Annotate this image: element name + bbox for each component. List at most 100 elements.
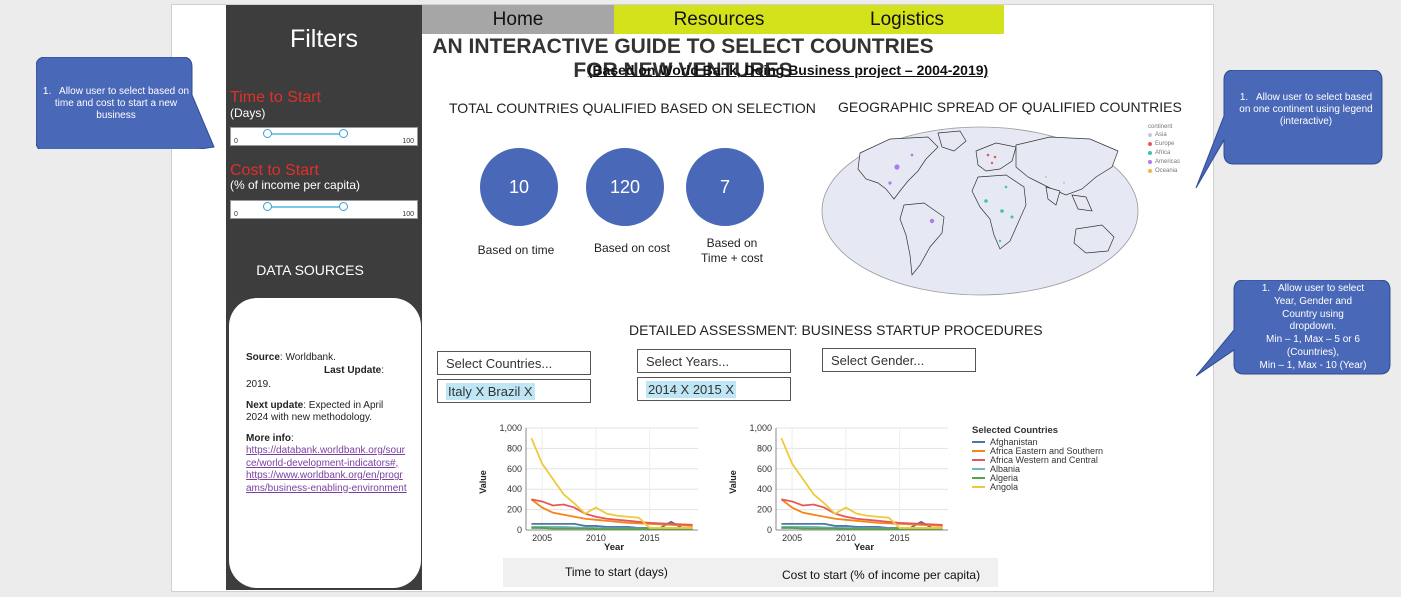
- time-slider-track: [267, 133, 342, 135]
- legend-asia[interactable]: Asia: [1148, 130, 1180, 139]
- count-cost-label: Based on cost: [593, 241, 671, 255]
- callout-dropdowns: [1196, 280, 1391, 377]
- legend-item-algeria: Algeria: [972, 473, 1103, 483]
- cost-chart-y-tick: 400: [757, 484, 772, 494]
- data-sources-text: Source: Worldbank. Last Update: 2019. Ne…: [246, 352, 407, 494]
- map-points: [888, 153, 1066, 243]
- count-both-circle: 7: [686, 148, 764, 226]
- time-slider-min-label: 0: [234, 138, 238, 145]
- time-chart-series-1: [530, 498, 693, 527]
- geo-title: GEOGRAPHIC SPREAD OF QUALIFIED COUNTRIES: [838, 99, 1182, 115]
- nav-logistics[interactable]: Logistics: [870, 9, 944, 30]
- cost-chart-x-tick: 2015: [890, 533, 910, 543]
- time-slider-max-handle[interactable]: [339, 129, 348, 138]
- nav-home-bg: [422, 5, 614, 34]
- time-chart-series-2: [531, 498, 693, 526]
- right-chart-caption: Cost to start (% of income per capita): [782, 568, 981, 582]
- assessment-title: DETAILED ASSESSMENT: BUSINESS STARTUP PR…: [629, 322, 1043, 338]
- data-sources-card: Source: Worldbank. Last Update: 2019. Ne…: [229, 298, 421, 588]
- cost-chart-y-tick: 800: [757, 443, 772, 453]
- time-chart-y-tick: 600: [507, 464, 522, 474]
- cost-slider-max-label: 100: [402, 211, 414, 218]
- time-to-start-chart: 0 200 400 600 800 1,000 2005 2010 2015 Year Value: [478, 423, 698, 553]
- filters-title: Filters: [289, 25, 359, 53]
- cost-chart-series-5: [780, 437, 943, 529]
- worldbank-databank-link[interactable]: https://databank.worldbank.org/source/wo…: [246, 445, 405, 469]
- cost-chart-y-label: Value: [728, 470, 738, 494]
- time-filter-unit: (Days): [230, 106, 266, 120]
- nav-yellow-bg: [614, 5, 1004, 34]
- legend-item-angola: Angola: [972, 482, 1103, 492]
- count-time-circle: 10: [480, 148, 558, 226]
- world-map[interactable]: [820, 125, 1140, 297]
- worldbank-programs-link[interactable]: https://www.worldbank.org/en/programs/bu…: [246, 470, 407, 494]
- cost-chart-x-tick: 2010: [836, 533, 856, 543]
- countries-selected[interactable]: Italy X Brazil X: [437, 379, 591, 403]
- legend-item-africa-eastern: Africa Eastern and Southern: [972, 446, 1103, 456]
- selected-countries-legend: Selected Countries Afghanistan Africa Ea…: [972, 425, 1103, 492]
- chart-captions-bar: [503, 558, 998, 587]
- time-chart-y-tick: 1,000: [499, 423, 522, 433]
- legend-item-africa-western: Africa Western and Central: [972, 455, 1103, 465]
- continent-legend-title: continent: [1148, 124, 1173, 130]
- cost-slider-min-label: 0: [234, 211, 238, 218]
- cost-chart-y-tick: 600: [757, 464, 772, 474]
- count-both-label: Based on Time + cost: [701, 236, 763, 265]
- cost-filter-label: Cost to Start: [230, 162, 319, 179]
- time-chart-y-tick: 200: [507, 505, 522, 515]
- time-chart-series-4: [531, 527, 693, 530]
- time-filter-label: Time to Start: [230, 89, 321, 106]
- time-chart-y-tick: 400: [507, 484, 522, 494]
- data-sources-title: DATA SOURCES: [256, 262, 364, 278]
- cost-to-start-chart: 0 200 400 600 800 1,000 2005 2010 2015 Year Value: [728, 423, 948, 553]
- years-select[interactable]: Select Years...: [637, 349, 791, 373]
- legend-item-afghanistan: Afghanistan: [972, 437, 1103, 447]
- legend-europe[interactable]: Europe: [1148, 139, 1180, 148]
- time-chart-series-5: [530, 437, 693, 529]
- time-slider-max-label: 100: [402, 138, 414, 145]
- count-cost-circle: 120: [586, 148, 664, 226]
- page-title: AN INTERACTIVE GUIDE TO SELECT COUNTRIES…: [432, 35, 934, 82]
- filters-sidebar: Filters Time to Start (Days) 0 100 Cost …: [226, 5, 422, 590]
- callout-filters-text: 1. Allow user to select based on time an…: [42, 86, 190, 121]
- callout-filters: [36, 57, 215, 149]
- cost-chart-y-tick: 1,000: [749, 423, 772, 433]
- time-chart-x-tick: 2005: [532, 533, 552, 543]
- legend-item-albania: Albania: [972, 464, 1103, 474]
- gender-select[interactable]: Select Gender...: [822, 348, 976, 372]
- time-chart-y-tick: 800: [507, 443, 522, 453]
- legend-americas[interactable]: Americas: [1148, 157, 1180, 166]
- cost-slider-min-handle[interactable]: [263, 202, 272, 211]
- time-chart-x-tick: 2015: [640, 533, 660, 543]
- cost-chart-series-1: [780, 498, 943, 527]
- cost-slider-track: [267, 206, 342, 208]
- time-chart-x-label: Year: [604, 542, 624, 553]
- cost-chart-x-tick: 2005: [782, 533, 802, 543]
- cost-chart-x-label: Year: [854, 542, 874, 553]
- cost-chart-series-2: [781, 498, 943, 526]
- left-chart-caption: Time to start (days): [565, 565, 668, 579]
- time-chart-y-label: Value: [478, 470, 488, 494]
- callout-legend-text: 1. Allow user to select based on one con…: [1239, 92, 1373, 127]
- years-selected[interactable]: 2014 X 2015 X: [637, 377, 791, 401]
- legend-oceania[interactable]: Oceania: [1148, 166, 1180, 175]
- cost-chart-y-tick: 200: [757, 505, 772, 515]
- time-slider-min-handle[interactable]: [263, 129, 272, 138]
- time-chart-y-tick: 0: [517, 525, 522, 535]
- time-range-slider[interactable]: 0 100: [230, 127, 418, 146]
- cost-range-slider[interactable]: 0 100: [230, 200, 418, 219]
- continent-legend[interactable]: continent Asia Europe Africa Americas Oc…: [1148, 124, 1180, 175]
- nav-resources[interactable]: Resources: [673, 9, 765, 30]
- cost-chart-series-4: [781, 527, 943, 530]
- nav-home[interactable]: Home: [492, 9, 544, 30]
- callout-dropdowns-text: 1. Allow user to select Year, Gender and…: [1259, 283, 1367, 371]
- page-subtitle: (Based on World Bank, Doing Business pro…: [587, 62, 989, 78]
- count-time-label: Based on time: [477, 243, 555, 257]
- selected-countries-legend-title: Selected Countries: [972, 425, 1059, 436]
- cost-slider-max-handle[interactable]: [339, 202, 348, 211]
- countries-select[interactable]: Select Countries...: [437, 351, 591, 375]
- legend-africa[interactable]: Africa: [1148, 148, 1180, 157]
- cost-chart-y-tick: 0: [767, 525, 772, 535]
- cost-filter-unit: (% of income per capita): [230, 178, 361, 192]
- callout-legend: [1195, 70, 1383, 189]
